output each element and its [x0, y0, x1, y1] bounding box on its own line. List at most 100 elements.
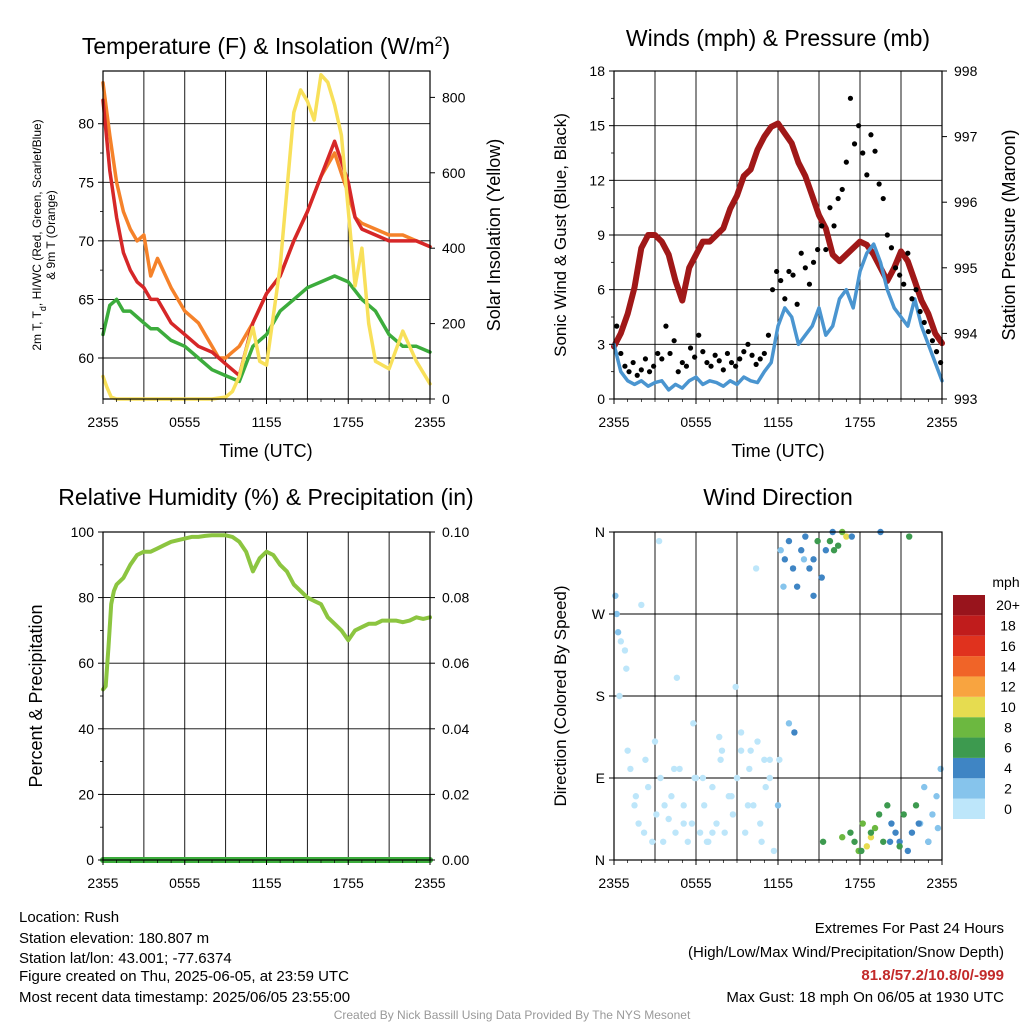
gust-point [905, 250, 911, 256]
winds-xtick-label: 2355 [926, 414, 957, 430]
direction-point [627, 765, 634, 773]
winds-ytick-label: 12 [589, 172, 605, 188]
direction-point [884, 802, 891, 809]
direction-point [904, 847, 912, 855]
direction-point [614, 629, 622, 636]
humidity-ytick-label: 100 [71, 524, 95, 540]
gust-point [794, 301, 800, 307]
humidity-ytick-label: 20 [78, 786, 94, 802]
gust-point [823, 246, 829, 253]
gust-point [634, 372, 640, 378]
direction-point [875, 811, 883, 818]
temperature-ytick-right-label: 0 [442, 391, 450, 407]
gust-point [745, 341, 751, 347]
gust-point [839, 186, 845, 193]
gust-point [888, 245, 895, 251]
footer-latlon: Station lat/lon: 43.001; -77.6374 [19, 950, 232, 967]
temperature-ytick-right-label: 200 [442, 316, 466, 332]
winds-ylabel-right: Station Pressure (Maroon) [999, 129, 1019, 340]
gust-point [696, 332, 702, 338]
temperature-xtick-label: 2355 [87, 414, 118, 430]
direction-point [668, 793, 675, 800]
gust-point [892, 265, 899, 271]
temperature-title: Temperature (F) & Insolation (W/m2) [82, 33, 450, 59]
winds-ytick-right-label: 995 [954, 260, 978, 276]
direction-xtick-label: 2355 [598, 875, 629, 891]
colorbar-swatch [953, 595, 985, 616]
colorbar-label: 14 [1000, 658, 1016, 674]
direction-point [761, 756, 768, 763]
direction-point [921, 783, 928, 791]
direction-point [750, 802, 757, 809]
direction-point [665, 815, 672, 823]
direction-ylabel: Direction (Colored By Speed) [551, 585, 570, 806]
temp_9m-line [101, 80, 432, 360]
gust-point [692, 354, 698, 360]
direction-point [770, 847, 778, 855]
gust-point [655, 350, 661, 357]
colorbar-swatch [953, 757, 985, 779]
direction-xtick-label: 0555 [680, 875, 711, 891]
direction-point [774, 802, 782, 809]
direction-point [732, 683, 739, 691]
direction-point [793, 583, 801, 590]
temperature-ytick-label: 60 [78, 350, 94, 366]
temperature-ytick-label: 75 [78, 174, 94, 190]
direction-point [908, 829, 916, 836]
direction-point [791, 729, 798, 736]
winds-ytick-right-label: 993 [954, 391, 978, 407]
direction-point [701, 802, 708, 809]
gust-point [741, 349, 747, 355]
direction-point [699, 774, 707, 782]
humidity-ytick-label: 60 [78, 655, 94, 671]
gust-point [622, 363, 628, 369]
humidity-axes: 0 20 40 60 80 100 0.00 0.02 0.04 0.06 0.08 0.10 2355… [71, 524, 470, 891]
temperature-xtick-label: 1755 [333, 414, 364, 430]
direction-ytick-label: N [595, 524, 605, 540]
colorbar-label: 10 [1000, 699, 1016, 715]
direction-point [690, 720, 697, 727]
colorbar-swatch [953, 635, 985, 657]
direction-point [673, 674, 681, 681]
direction-point [896, 838, 903, 845]
humidity-ytick-label: 80 [78, 590, 94, 606]
direction-point [806, 565, 813, 572]
temperature-panel: Temperature (F) & Insolation (W/m2) 60 65… [30, 33, 504, 461]
winds-ytick-label: 18 [589, 63, 605, 79]
gust-point [757, 356, 763, 362]
gust-point [708, 363, 714, 369]
temperature-ylabel: 2m T, Td, HI/WC (Red, Green, Scarlet/Blu… [30, 119, 48, 350]
humidity-panel: Relative Humidity (%) & Precipitation (i… [26, 484, 474, 891]
direction-point [742, 829, 749, 836]
direction-xtick-label: 1155 [763, 875, 793, 891]
direction-title: Wind Direction [703, 484, 853, 510]
gust-point [687, 345, 694, 351]
direction-point [830, 547, 838, 554]
direction-point [744, 802, 752, 809]
humidity-frame [102, 531, 431, 861]
max-gust: Max Gust: 18 mph On 06/05 at 1930 UTC [726, 989, 1004, 1006]
gust-point [646, 369, 653, 375]
gust-point [704, 359, 710, 366]
gust-point [876, 181, 882, 187]
gust-point [909, 296, 915, 302]
direction-point [737, 747, 745, 754]
direction-point [847, 829, 854, 836]
gust-point [835, 195, 841, 202]
gust-point [901, 281, 907, 287]
direction-point [762, 783, 769, 791]
direction-point [818, 574, 825, 581]
humidity-ylabel: Percent & Precipitation [26, 604, 46, 787]
footer: Location: Rush Station elevation: 180.80… [19, 909, 1004, 1022]
direction-point [660, 838, 667, 845]
direction-point [680, 820, 687, 827]
direction-point [729, 811, 737, 818]
gust-point [847, 95, 854, 101]
winds-axes: 0 3 6 9 12 15 18 993 994 995 996 997 998 2355 0555 1155… [589, 63, 977, 430]
direction-point [752, 565, 760, 572]
direction-point [613, 610, 620, 618]
direction-ytick-label: E [596, 770, 605, 786]
gust-point [925, 328, 931, 335]
direction-point [892, 829, 899, 836]
direction-point [716, 733, 723, 741]
